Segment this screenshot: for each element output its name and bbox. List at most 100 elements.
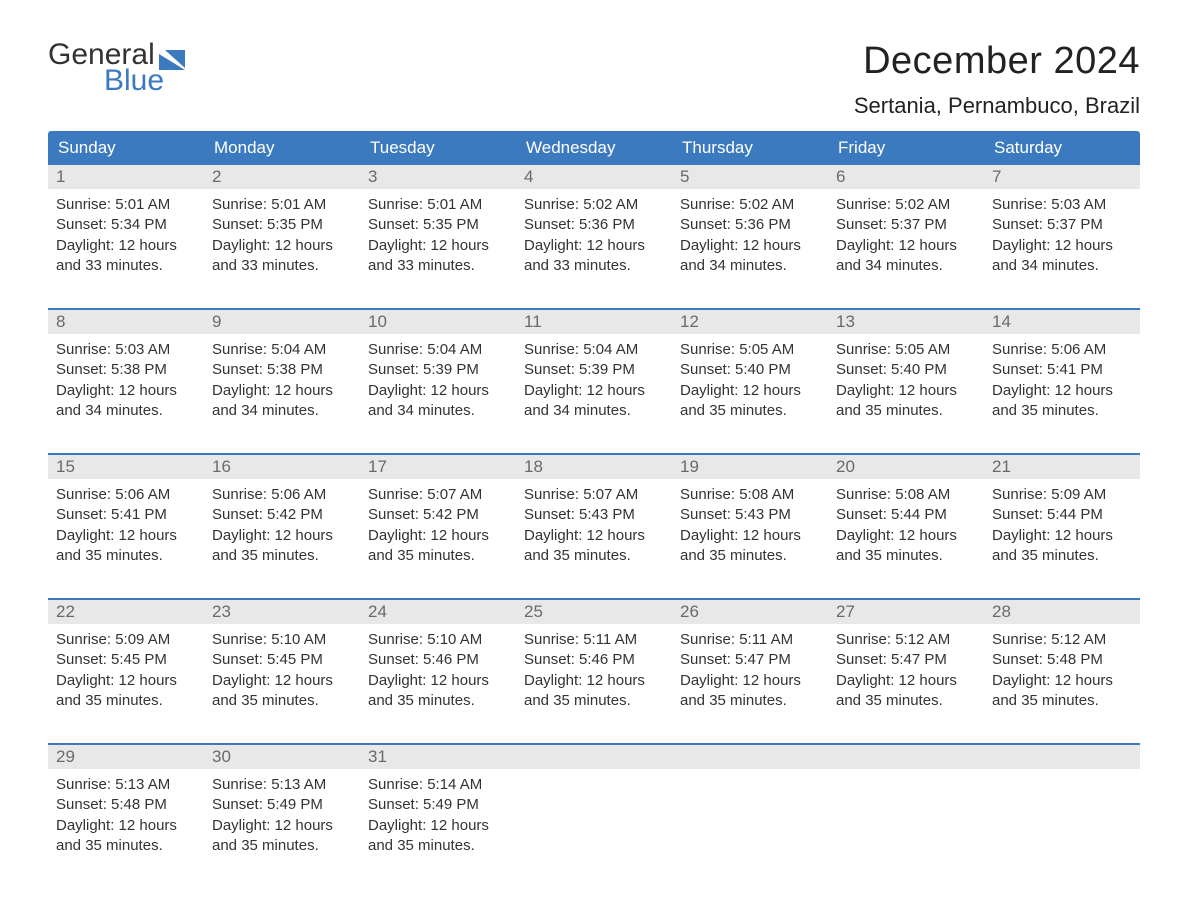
day-number: 9 [204, 310, 360, 334]
title-block: December 2024 Sertania, Pernambuco, Braz… [854, 40, 1140, 119]
daylight-text: and 35 minutes. [368, 546, 508, 566]
day-cell: Sunrise: 5:07 AMSunset: 5:42 PMDaylight:… [360, 479, 516, 584]
day-number-row: 293031 [48, 745, 1140, 769]
day-cell: Sunrise: 5:04 AMSunset: 5:38 PMDaylight:… [204, 334, 360, 439]
day-cell: Sunrise: 5:04 AMSunset: 5:39 PMDaylight:… [516, 334, 672, 439]
sunrise-text: Sunrise: 5:06 AM [56, 485, 196, 505]
daylight-text: and 33 minutes. [212, 256, 352, 276]
day-cell: Sunrise: 5:11 AMSunset: 5:47 PMDaylight:… [672, 624, 828, 729]
daylight-text: Daylight: 12 hours [524, 671, 664, 691]
sunrise-text: Sunrise: 5:09 AM [56, 630, 196, 650]
sunset-text: Sunset: 5:45 PM [212, 650, 352, 670]
daylight-text: and 34 minutes. [992, 256, 1132, 276]
daylight-text: Daylight: 12 hours [524, 526, 664, 546]
sunset-text: Sunset: 5:48 PM [56, 795, 196, 815]
day-cell: Sunrise: 5:13 AMSunset: 5:49 PMDaylight:… [204, 769, 360, 874]
day-cell: Sunrise: 5:06 AMSunset: 5:41 PMDaylight:… [984, 334, 1140, 439]
daylight-text: Daylight: 12 hours [56, 236, 196, 256]
daylight-text: Daylight: 12 hours [368, 236, 508, 256]
day-number: 28 [984, 600, 1140, 624]
daylight-text: Daylight: 12 hours [368, 816, 508, 836]
day-cell: Sunrise: 5:07 AMSunset: 5:43 PMDaylight:… [516, 479, 672, 584]
day-header-friday: Friday [828, 131, 984, 165]
daylight-text: Daylight: 12 hours [680, 671, 820, 691]
location: Sertania, Pernambuco, Brazil [854, 93, 1140, 119]
sunset-text: Sunset: 5:43 PM [524, 505, 664, 525]
daylight-text: and 34 minutes. [836, 256, 976, 276]
sunrise-text: Sunrise: 5:05 AM [680, 340, 820, 360]
sunset-text: Sunset: 5:41 PM [992, 360, 1132, 380]
sunset-text: Sunset: 5:49 PM [368, 795, 508, 815]
day-number: 1 [48, 165, 204, 189]
day-number: 29 [48, 745, 204, 769]
sunset-text: Sunset: 5:47 PM [680, 650, 820, 670]
daylight-text: and 35 minutes. [524, 546, 664, 566]
day-number: 30 [204, 745, 360, 769]
day-number [672, 745, 828, 769]
daylight-text: and 34 minutes. [680, 256, 820, 276]
daylight-text: and 35 minutes. [836, 691, 976, 711]
daylight-text: Daylight: 12 hours [212, 381, 352, 401]
daylight-text: and 35 minutes. [680, 691, 820, 711]
sunset-text: Sunset: 5:44 PM [992, 505, 1132, 525]
sunset-text: Sunset: 5:35 PM [368, 215, 508, 235]
day-cell: Sunrise: 5:14 AMSunset: 5:49 PMDaylight:… [360, 769, 516, 874]
sunrise-text: Sunrise: 5:07 AM [368, 485, 508, 505]
month-title: December 2024 [854, 40, 1140, 83]
daylight-text: and 35 minutes. [836, 546, 976, 566]
day-number: 13 [828, 310, 984, 334]
sunset-text: Sunset: 5:46 PM [524, 650, 664, 670]
sunrise-text: Sunrise: 5:14 AM [368, 775, 508, 795]
sunrise-text: Sunrise: 5:10 AM [368, 630, 508, 650]
daylight-text: Daylight: 12 hours [56, 671, 196, 691]
daylight-text: and 35 minutes. [212, 691, 352, 711]
day-number: 23 [204, 600, 360, 624]
day-number: 24 [360, 600, 516, 624]
sunset-text: Sunset: 5:40 PM [680, 360, 820, 380]
week-row: 891011121314Sunrise: 5:03 AMSunset: 5:38… [48, 308, 1140, 439]
logo-text-bottom: Blue [104, 66, 185, 96]
day-cell: Sunrise: 5:01 AMSunset: 5:34 PMDaylight:… [48, 189, 204, 294]
daylight-text: Daylight: 12 hours [56, 526, 196, 546]
day-cell: Sunrise: 5:02 AMSunset: 5:37 PMDaylight:… [828, 189, 984, 294]
sunrise-text: Sunrise: 5:08 AM [680, 485, 820, 505]
day-number: 22 [48, 600, 204, 624]
sunset-text: Sunset: 5:42 PM [368, 505, 508, 525]
daylight-text: Daylight: 12 hours [56, 816, 196, 836]
day-number [516, 745, 672, 769]
day-number [984, 745, 1140, 769]
daylight-text: Daylight: 12 hours [836, 381, 976, 401]
day-number: 19 [672, 455, 828, 479]
sunset-text: Sunset: 5:42 PM [212, 505, 352, 525]
day-number-row: 1234567 [48, 165, 1140, 189]
day-cell: Sunrise: 5:13 AMSunset: 5:48 PMDaylight:… [48, 769, 204, 874]
sunset-text: Sunset: 5:46 PM [368, 650, 508, 670]
sunrise-text: Sunrise: 5:09 AM [992, 485, 1132, 505]
day-number: 31 [360, 745, 516, 769]
week-row: 15161718192021Sunrise: 5:06 AMSunset: 5:… [48, 453, 1140, 584]
sunrise-text: Sunrise: 5:08 AM [836, 485, 976, 505]
day-header-monday: Monday [204, 131, 360, 165]
sunset-text: Sunset: 5:36 PM [524, 215, 664, 235]
logo: General Blue [48, 40, 185, 96]
sunrise-text: Sunrise: 5:06 AM [992, 340, 1132, 360]
sunset-text: Sunset: 5:45 PM [56, 650, 196, 670]
day-cell [828, 769, 984, 874]
day-cell: Sunrise: 5:03 AMSunset: 5:38 PMDaylight:… [48, 334, 204, 439]
sunrise-text: Sunrise: 5:03 AM [992, 195, 1132, 215]
daylight-text: Daylight: 12 hours [836, 236, 976, 256]
day-number: 6 [828, 165, 984, 189]
daylight-text: and 35 minutes. [56, 546, 196, 566]
daylight-text: and 35 minutes. [56, 691, 196, 711]
daylight-text: Daylight: 12 hours [56, 381, 196, 401]
sunset-text: Sunset: 5:40 PM [836, 360, 976, 380]
day-cell: Sunrise: 5:12 AMSunset: 5:48 PMDaylight:… [984, 624, 1140, 729]
daylight-text: and 35 minutes. [992, 401, 1132, 421]
daylight-text: and 33 minutes. [524, 256, 664, 276]
sunrise-text: Sunrise: 5:01 AM [212, 195, 352, 215]
day-cell: Sunrise: 5:05 AMSunset: 5:40 PMDaylight:… [672, 334, 828, 439]
day-header-saturday: Saturday [984, 131, 1140, 165]
sunset-text: Sunset: 5:36 PM [680, 215, 820, 235]
day-cell: Sunrise: 5:04 AMSunset: 5:39 PMDaylight:… [360, 334, 516, 439]
daylight-text: Daylight: 12 hours [368, 526, 508, 546]
